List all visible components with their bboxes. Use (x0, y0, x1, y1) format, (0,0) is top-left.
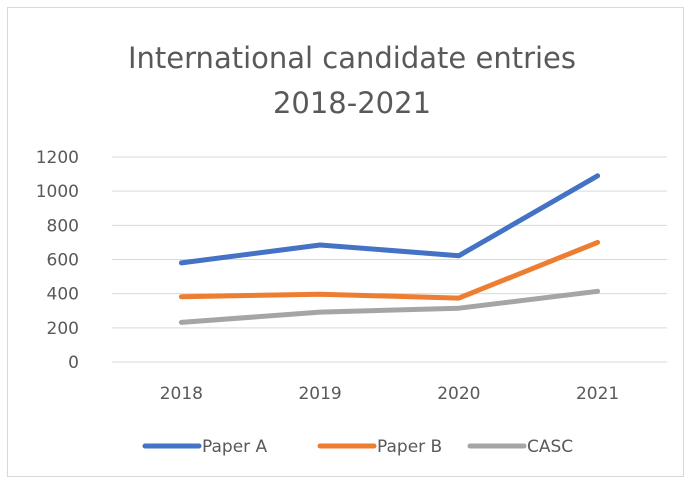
legend: Paper A Paper B CASC (142, 437, 573, 457)
chart-title-line-2: 2018-2021 (273, 86, 431, 120)
series-line-paper-b (178, 239, 601, 301)
y-tick-label: 200 (47, 319, 79, 339)
x-axis-ticks: 2018 2019 2020 2021 (160, 384, 620, 404)
legend-item: Paper A (142, 437, 268, 457)
y-tick-label: 400 (47, 285, 79, 305)
legend-item: Paper B (317, 437, 442, 457)
y-tick-label: 800 (47, 216, 79, 236)
chart-frame (7, 7, 684, 477)
y-tick-label: 1000 (36, 182, 79, 202)
x-tick-label: 2018 (160, 384, 203, 404)
chart-title-line-1: International candidate entries (128, 41, 576, 75)
series-line-casc (178, 288, 601, 325)
x-tick-label: 2019 (298, 384, 341, 404)
y-axis-ticks: 0 200 400 600 800 1000 1200 (36, 148, 79, 373)
series-lines (178, 173, 601, 325)
legend-label: CASC (527, 437, 573, 457)
x-tick-label: 2021 (576, 384, 619, 404)
series-line-paper-a (178, 173, 601, 266)
y-tick-label: 600 (47, 251, 79, 271)
legend-item: CASC (467, 437, 573, 457)
y-tick-label: 0 (68, 353, 79, 373)
legend-label: Paper B (377, 437, 442, 457)
x-tick-label: 2020 (437, 384, 480, 404)
legend-label: Paper A (202, 437, 268, 457)
y-tick-label: 1200 (36, 148, 79, 168)
